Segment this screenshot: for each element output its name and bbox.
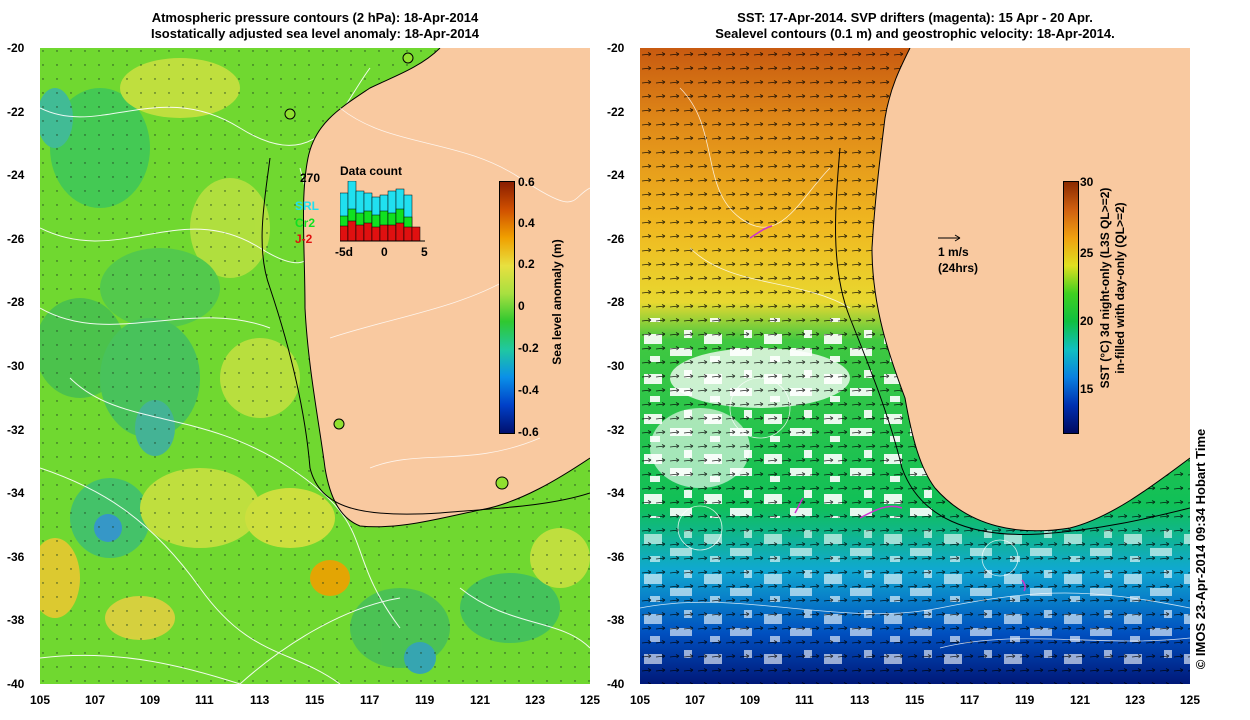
right-ytick--24: -24 [607,168,625,183]
left-ytick--36: -36 [7,549,25,564]
sst-colorbar-label-line2: in-filled with day-only (QL>=2) [1113,202,1127,374]
right-ytick--36: -36 [607,549,625,564]
inset-legend-srl: SRL [295,199,319,213]
sst-colorbar-label: SST (°C) 3d night-only (L3S QL>=2) in-fi… [1098,138,1128,438]
left-ytick--28: -28 [7,295,25,310]
sea-level-colorbar-label: Sea level anomaly (m) [550,239,564,365]
left-title-line1: Atmospheric pressure contours (2 hPa): 1… [151,10,479,25]
slc-tick-minus0.6: -0.6 [518,425,539,439]
right-xtick-105: 105 [630,693,651,707]
slc-tick-0: 0 [518,299,525,313]
left-xtick-115: 115 [305,693,325,707]
sst-tick-30: 30 [1080,175,1094,189]
australia-land [303,48,590,527]
right-xtick-115: 115 [905,693,925,707]
sst-colorbar-label-line1: SST (°C) 3d night-only (L3S QL>=2) [1098,187,1112,389]
inset-title: Data count [340,164,403,178]
slc-tick-minus0.4: -0.4 [518,383,539,397]
left-ytick--34: -34 [7,486,25,501]
left-xtick-105: 105 [30,693,51,707]
right-title-line2: Sealevel contours (0.1 m) and geostrophi… [715,26,1115,41]
sst-map [640,48,1190,684]
left-xtick-121: 121 [470,693,491,707]
sst-tick-25: 25 [1080,246,1094,260]
left-ytick--30: -30 [7,359,25,373]
right-ytick--34: -34 [607,486,625,501]
right-ytick--38: -38 [607,613,625,628]
sst-tick-20: 20 [1080,314,1094,328]
right-ytick--20: -20 [607,41,625,55]
left-xtick-107: 107 [85,693,106,707]
right-ytick--32: -32 [607,422,625,437]
right-xtick-117: 117 [960,693,980,707]
left-ytick--20: -20 [7,41,25,55]
inset-legend-cr2: Cr2 [295,216,316,230]
left-ytick--40: -40 [7,677,25,691]
inset-max-label: 270 [300,171,321,185]
left-xtick-125: 125 [580,693,601,707]
right-ytick--26: -26 [607,231,625,246]
left-title-line2: Isostatically adjusted sea level anomaly… [150,26,480,41]
sea-level-anomaly-map [40,48,590,684]
right-xtick-107: 107 [685,693,706,707]
inset-xtick-0: 0 [381,245,388,259]
slc-tick-0.6: 0.6 [518,175,535,189]
scale-arrow-duration: (24hrs) [938,261,979,275]
right-ytick--30: -30 [607,359,625,373]
sst-tick-15: 15 [1080,382,1094,396]
left-xtick-109: 109 [140,693,161,707]
left-ytick--38: -38 [7,613,25,628]
left-xtick-119: 119 [415,693,435,707]
scale-arrow-label: 1 m/s [938,245,969,259]
slc-tick-minus0.2: -0.2 [518,341,539,355]
right-xtick-111: 111 [795,693,814,707]
right-ytick--28: -28 [607,295,625,310]
left-xtick-113: 113 [250,693,270,707]
sea-level-colorbar [499,181,515,434]
right-xtick-113: 113 [850,693,870,707]
right-ytick--22: -22 [607,104,625,119]
imos-credit: © IMOS 23-Apr-2014 09:34 Hobart Time [1193,428,1208,670]
inset-xtick-minus5: -5d [335,245,353,259]
right-xtick-125: 125 [1180,693,1201,707]
left-ytick--32: -32 [7,422,25,437]
data-count-inset: 270 Data count SRL Cr2 J-2 -5d 0 5 [295,163,435,263]
left-ytick--26: -26 [7,231,25,246]
right-xtick-121: 121 [1070,693,1091,707]
sst-colorbar [1063,181,1079,434]
left-xtick-117: 117 [360,693,380,707]
slc-tick-0.4: 0.4 [518,216,535,230]
right-title-line1: SST: 17-Apr-2014. SVP drifters (magenta)… [737,10,1093,25]
right-xtick-123: 123 [1125,693,1146,707]
inset-legend-j2: J-2 [295,232,313,246]
right-xtick-109: 109 [740,693,761,707]
left-xtick-111: 111 [195,693,214,707]
left-ytick--22: -22 [7,104,25,119]
left-ytick--24: -24 [7,168,25,183]
left-xtick-123: 123 [525,693,546,707]
slc-tick-0.2: 0.2 [518,257,535,271]
right-xtick-119: 119 [1015,693,1035,707]
right-ytick--40: -40 [607,677,625,691]
inset-xtick-5: 5 [421,245,428,259]
